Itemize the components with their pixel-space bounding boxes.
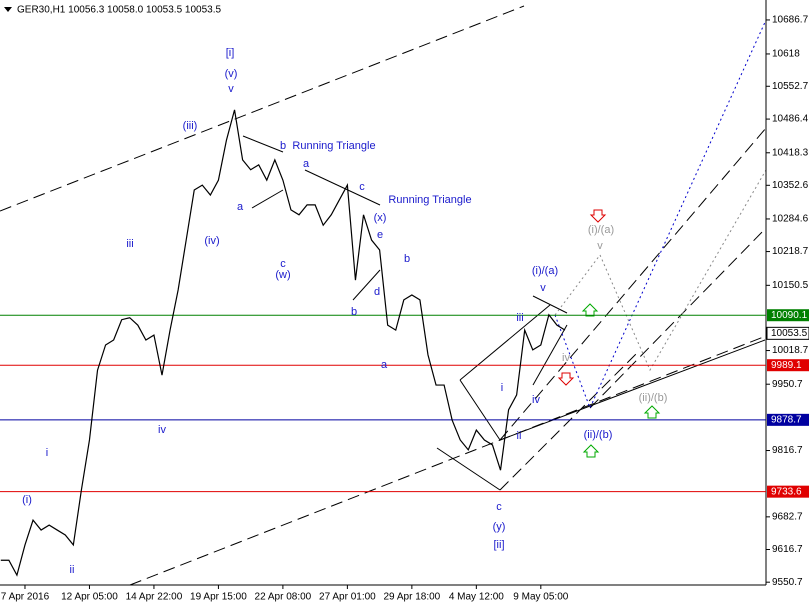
y-tick-label: 10352.6 <box>772 180 809 191</box>
level-box <box>767 309 809 322</box>
wave-label: Running Triangle <box>388 194 471 206</box>
channel-line <box>459 379 501 441</box>
wave-label: b <box>280 140 286 152</box>
trend-lines <box>0 5 767 586</box>
y-tick-label: 10686.7 <box>772 15 809 26</box>
wave-label: v <box>228 83 234 95</box>
triangle-line <box>352 269 381 301</box>
x-tick-label: 27 Apr 01:00 <box>319 592 376 603</box>
y-tick-label: 9616.7 <box>772 544 803 555</box>
price-box <box>766 326 809 340</box>
wave-label: (ii)/(b) <box>584 429 613 441</box>
level-label: 9989.1 <box>771 360 802 371</box>
wave-label: (i)/(a) <box>532 265 558 277</box>
x-tick-label: 19 Apr 15:00 <box>190 592 247 603</box>
wave-label: b <box>404 253 410 265</box>
wave-label: (v) <box>225 68 238 80</box>
y-tick-label: 10018.7 <box>772 345 809 356</box>
y-tick-label: 10218.7 <box>772 246 809 257</box>
channel-line <box>436 447 501 491</box>
wave-label: (i) <box>22 494 32 506</box>
wave-label: (i)/(a) <box>588 224 614 236</box>
channel-line <box>589 227 767 409</box>
wave-label: a <box>381 359 388 371</box>
level-label: 10090.1 <box>771 310 808 321</box>
wave-label: a <box>237 201 244 213</box>
y-tick-label: 9550.7 <box>772 577 803 588</box>
triangle-line <box>532 324 568 386</box>
wave-label: (ii)/(b) <box>639 392 668 404</box>
channel-line <box>129 335 767 586</box>
price-label: 10053.5 <box>771 328 808 339</box>
wave-label: v <box>540 282 546 294</box>
channel-line <box>499 339 766 441</box>
level-label: 9733.6 <box>771 486 802 497</box>
wave-label: a <box>303 158 310 170</box>
wave-label: iv <box>562 352 570 364</box>
y-tick-label: 9682.7 <box>772 511 803 522</box>
wave-label: b <box>351 306 357 318</box>
y-tick-label: 10486.4 <box>772 114 809 125</box>
wave-label: iii <box>516 312 523 324</box>
y-tick-label: 9816.7 <box>772 445 803 456</box>
x-tick-label: 9 May 05:00 <box>513 592 568 603</box>
wave-label: c <box>359 181 365 193</box>
wave-label: iv <box>158 424 166 436</box>
price-line <box>0 109 566 577</box>
arrows <box>557 209 661 458</box>
y-tick-label: 10150.5 <box>772 280 809 291</box>
wave-label: i <box>46 447 48 459</box>
up-arrow <box>643 405 661 419</box>
down-arrow <box>557 372 575 386</box>
wave-label: (y) <box>493 521 506 533</box>
up-arrow <box>582 444 600 458</box>
y-tick-label: 10552.7 <box>772 81 809 92</box>
level-box <box>767 485 809 498</box>
channel-line <box>499 127 767 441</box>
wave-label: i <box>501 382 503 394</box>
x-tick-label: 14 Apr 22:00 <box>126 592 183 603</box>
wave-label: (iii) <box>183 120 198 132</box>
x-tick-label: 4 May 12:00 <box>449 592 504 603</box>
wave-label: [ii] <box>494 539 505 551</box>
wave-label: e <box>377 229 383 241</box>
wave-label: iv <box>532 394 540 406</box>
y-tick-label: 10284.6 <box>772 214 809 225</box>
triangle-line <box>242 135 284 153</box>
wave-label: (x) <box>374 212 387 224</box>
wave-label: iii <box>126 238 133 250</box>
triangle-line <box>304 169 381 206</box>
chart-title: GER30,H1 10056.3 10058.0 10053.5 10053.5 <box>17 5 221 16</box>
wave-label: c <box>280 258 286 270</box>
level-box <box>767 359 809 372</box>
wave-label: [i] <box>226 47 235 59</box>
wave-label: ii <box>517 430 522 442</box>
y-tick-label: 10618 <box>772 49 800 60</box>
down-arrow <box>589 209 607 223</box>
wave-label: (iv) <box>204 235 219 247</box>
y-tick-label: 10418.3 <box>772 147 809 158</box>
level-box <box>767 413 809 426</box>
wave-label: d <box>374 286 380 298</box>
wave-label: v <box>597 240 603 252</box>
projection <box>554 169 767 372</box>
channel-line <box>459 304 551 381</box>
wave-label: (w) <box>275 269 290 281</box>
level-label: 9878.7 <box>771 414 802 425</box>
triangle-line <box>532 295 568 314</box>
menu-arrow <box>4 7 12 12</box>
x-tick-label: 12 Apr 05:00 <box>61 592 118 603</box>
x-tick-label: 22 Apr 08:00 <box>255 592 312 603</box>
x-tick-label: 29 Apr 18:00 <box>384 592 441 603</box>
wave-label: Running Triangle <box>292 140 375 152</box>
x-tick-label: 7 Apr 2016 <box>1 592 50 603</box>
triangle-line <box>251 189 284 209</box>
wave-label: c <box>496 501 502 513</box>
wave-label: ii <box>70 564 75 576</box>
channel-line <box>0 5 525 212</box>
y-tick-label: 9950.7 <box>772 379 803 390</box>
